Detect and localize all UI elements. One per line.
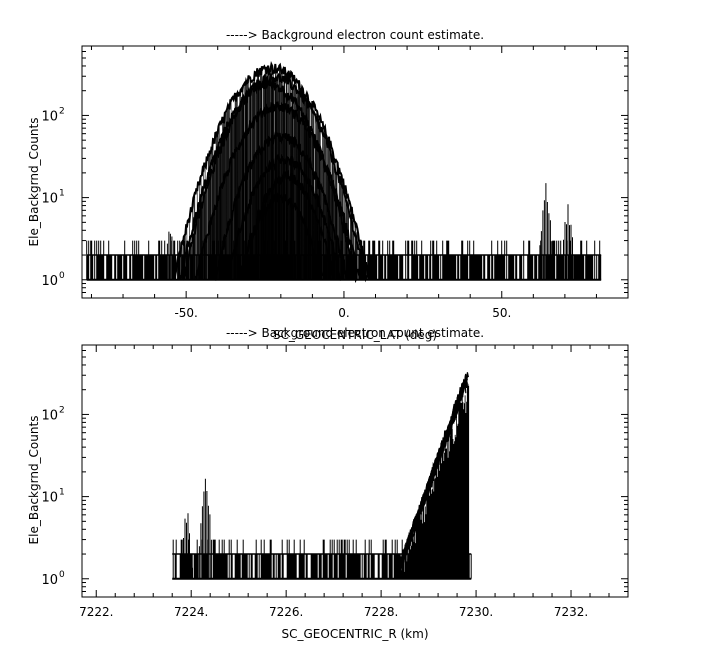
x-axis-label: SC_GEOCENTRIC_R (km) [282, 627, 429, 641]
x-tick-label: 7230. [459, 605, 493, 619]
plot-frame [81, 45, 629, 299]
spike-series [165, 231, 176, 280]
x-tick-label: 7228. [364, 605, 398, 619]
arch-series [172, 60, 371, 280]
x-tick-label: 7224. [174, 605, 208, 619]
spike-series [539, 183, 553, 280]
spike-series [198, 478, 212, 579]
y-tick-label: 10 [41, 491, 58, 506]
data-traces [172, 372, 472, 580]
y-tick-label: 10 [41, 109, 58, 124]
arch-series [226, 153, 342, 281]
x-tick-label: 0. [338, 306, 349, 320]
spike-series [180, 513, 193, 579]
arch-series [194, 101, 361, 280]
y-tick-label: 10 [41, 274, 58, 289]
chart-title: -----> Background electron count estimat… [226, 326, 484, 340]
plot-frame [81, 344, 629, 598]
arch-series [178, 79, 358, 284]
y-tick-exponent: 1 [59, 488, 65, 498]
y-axis-label: Ele_Backgrnd_Counts [27, 416, 41, 545]
x-tick-label: 50. [492, 306, 511, 320]
chart-panel-lat: -----> Background electron count estimat… [27, 28, 629, 342]
y-axis-label: Ele_Backgrnd_Counts [27, 118, 41, 247]
y-tick-exponent: 0 [59, 271, 65, 281]
y-tick-exponent: 2 [59, 405, 65, 415]
chart-panel-r: -----> Background electron count estimat… [27, 326, 629, 641]
y-tick-label: 10 [41, 573, 58, 588]
x-tick-label: -50. [174, 306, 197, 320]
y-tick-label: 10 [41, 192, 58, 207]
y-tick-exponent: 1 [59, 189, 65, 199]
arch-series [214, 131, 349, 281]
x-axis-label: SC_GEOCENTRIC_LAT (deg) [273, 328, 437, 342]
x-tick-label: 7222. [79, 605, 113, 619]
arch-series [239, 192, 323, 279]
x-tick-label: 7226. [269, 605, 303, 619]
x-tick-label: 7232. [554, 605, 588, 619]
rise-series [395, 375, 469, 580]
rise-fill-series [399, 383, 470, 579]
y-tick-exponent: 0 [59, 570, 65, 580]
chart-title: -----> Background electron count estimat… [226, 28, 484, 42]
spike-series [561, 204, 575, 280]
y-tick-label: 10 [41, 408, 58, 423]
y-tick-exponent: 2 [59, 106, 65, 116]
data-traces [86, 60, 602, 284]
